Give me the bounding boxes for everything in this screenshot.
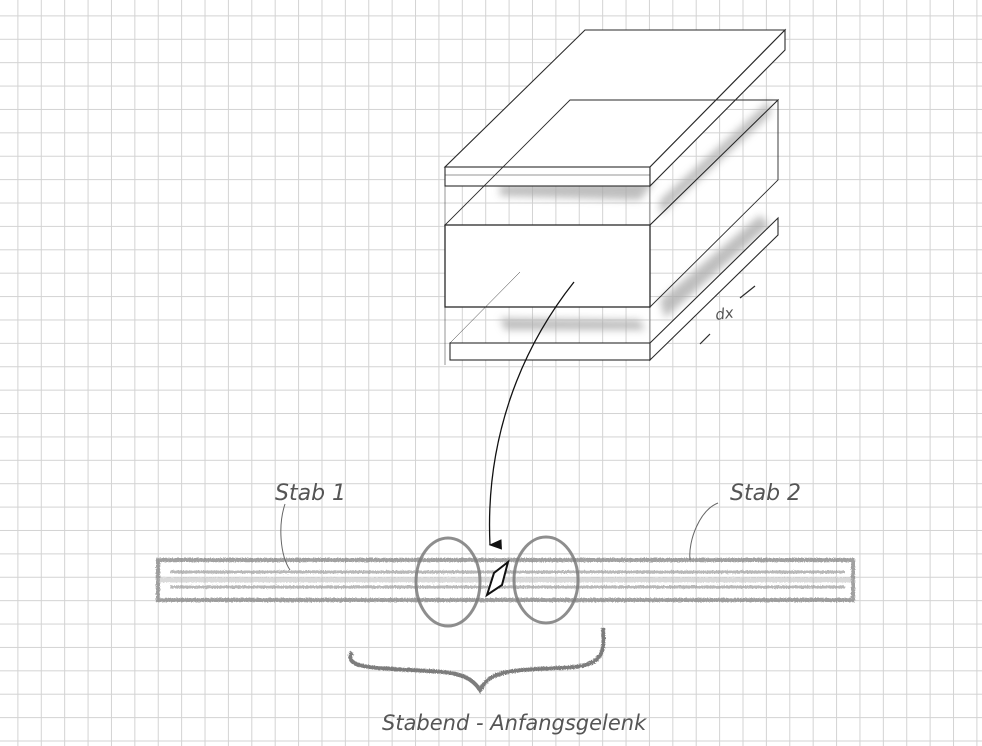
joint-circle-right xyxy=(512,535,580,625)
stab2-label: Stab 2 xyxy=(730,481,801,506)
brace xyxy=(348,627,606,694)
middle-block xyxy=(443,98,780,365)
joint-element xyxy=(485,559,510,598)
transfer-arrow xyxy=(488,281,575,550)
bar xyxy=(156,558,855,602)
stab1-leader xyxy=(280,503,291,571)
top-plate xyxy=(443,28,787,188)
dx-label: dx xyxy=(714,304,735,324)
joint-circle-left xyxy=(414,536,482,628)
stab1-label: Stab 1 xyxy=(275,481,346,506)
caption-label: Stabend - Anfangsgelenk xyxy=(382,711,647,735)
element-3d-group xyxy=(443,28,787,365)
dx-dimension xyxy=(699,285,756,345)
joint-circles xyxy=(414,535,580,628)
stab2-leader xyxy=(689,502,719,561)
bottom-plate xyxy=(449,216,779,362)
